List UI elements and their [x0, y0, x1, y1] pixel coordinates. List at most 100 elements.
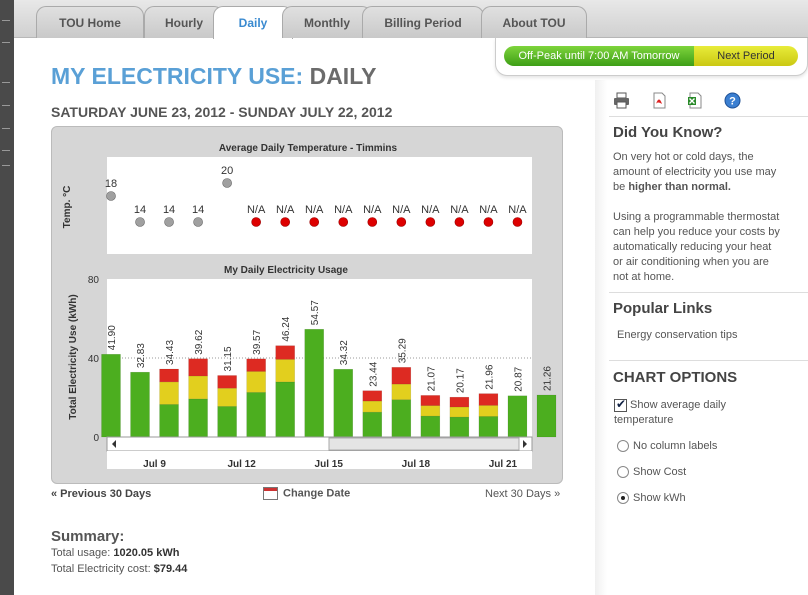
total-usage-label: Total usage: — [51, 547, 111, 559]
show-temperature-label: Show average daily temperature — [614, 399, 727, 426]
usage-bar-mid-peak — [275, 359, 295, 383]
usage-bar-label: 32.83 — [136, 343, 147, 368]
temp-point-label: N/A — [305, 204, 324, 216]
usage-x-tick-label: Jul 12 — [227, 459, 256, 470]
edge-tick — [2, 165, 10, 166]
calendar-icon — [263, 487, 278, 500]
tip-1-text: On very hot or cold days, the amount of … — [613, 151, 777, 193]
temp-point-na — [338, 217, 349, 227]
usage-bar-mid-peak — [159, 381, 179, 405]
usage-bar-mid-peak — [391, 383, 412, 400]
usage-bar-label: 35.29 — [397, 338, 408, 363]
chart-panel: Average Daily Temperature - Timmins Temp.… — [51, 126, 563, 484]
show-cost-option[interactable]: Show Cost — [617, 466, 686, 479]
print-icon[interactable] — [613, 92, 630, 109]
usage-bar-off-peak — [130, 371, 150, 438]
usage-bar-mid-peak — [478, 405, 499, 417]
show-temperature-checkbox[interactable] — [614, 397, 627, 412]
usage-chart: Average Daily Temperature - Timmins Temp.… — [62, 143, 557, 470]
temp-point-label: N/A — [247, 204, 266, 216]
no-labels-radio[interactable] — [617, 440, 629, 453]
usage-bar-on-peak — [391, 367, 412, 385]
usage-y-axis-label: Total Electricity Use (kWh) — [68, 294, 79, 419]
usage-bar-off-peak — [217, 406, 237, 438]
temp-point-label: 20 — [221, 165, 233, 177]
usage-bar-label: 54.57 — [310, 300, 321, 325]
tab-daily[interactable]: Daily — [213, 6, 293, 39]
show-kwh-label: Show kWh — [633, 492, 686, 504]
usage-bar-off-peak — [188, 398, 208, 438]
page-title: MY ELECTRICITY USE: DAILY — [51, 63, 376, 90]
edge-tick — [2, 105, 10, 106]
show-cost-radio[interactable] — [617, 466, 629, 479]
usage-x-axis-area — [107, 451, 532, 469]
temp-point-label: N/A — [421, 204, 440, 216]
next-30-days-link[interactable]: Next 30 Days » — [485, 488, 560, 500]
temp-point-label: 14 — [192, 204, 204, 216]
did-you-know-heading: Did You Know? — [613, 124, 723, 141]
tab-monthly[interactable]: Monthly — [282, 6, 372, 38]
edge-tick — [2, 82, 10, 83]
temp-point-label: 14 — [163, 204, 175, 216]
usage-bar-off-peak — [101, 353, 121, 438]
usage-chart-title: My Daily Electricity Usage — [224, 265, 348, 276]
previous-30-days-link[interactable]: « Previous 30 Days — [51, 488, 151, 500]
tab-tou-home[interactable]: TOU Home — [36, 6, 144, 38]
show-temperature-option[interactable]: Show average daily temperature — [614, 397, 764, 428]
usage-bar-off-peak — [478, 416, 499, 438]
left-edge-panel — [0, 0, 14, 595]
usage-bar-label: 39.62 — [194, 329, 205, 354]
temp-point-na — [483, 217, 494, 227]
usage-bar-label: 23.44 — [368, 361, 379, 386]
usage-bar-on-peak — [217, 375, 237, 389]
usage-bar-label: 20.87 — [513, 366, 524, 391]
usage-bar-mid-peak — [420, 405, 441, 417]
temp-point-label: 18 — [105, 178, 117, 190]
usage-bar-on-peak — [159, 368, 179, 383]
usage-bar-on-peak — [246, 358, 266, 372]
usage-bar-off-peak — [420, 415, 441, 438]
usage-bar-mid-peak — [246, 371, 266, 393]
pdf-icon[interactable] — [651, 92, 668, 109]
temp-point-label: N/A — [508, 204, 527, 216]
tab-about-tou[interactable]: About TOU — [481, 6, 587, 38]
tab-hourly[interactable]: Hourly — [144, 6, 224, 38]
usage-bar-off-peak — [275, 381, 295, 438]
current-period: Off-Peak until 7:00 AM Tomorrow — [504, 46, 694, 66]
sidebar-divider — [609, 116, 808, 117]
tab-label: TOU Home — [59, 16, 121, 30]
no-labels-label: No column labels — [633, 440, 718, 452]
tab-label: About TOU — [502, 16, 566, 30]
total-cost: Total Electricity cost: $79.44 — [51, 563, 187, 575]
tab-billing-period[interactable]: Billing Period — [362, 6, 484, 38]
no-column-labels-option[interactable]: No column labels — [617, 440, 718, 453]
temp-point-label: N/A — [450, 204, 469, 216]
page-title-view: DAILY — [309, 63, 377, 89]
usage-bar-on-peak — [188, 358, 208, 377]
temp-plot-area — [107, 157, 532, 254]
change-date-button[interactable]: Change Date — [263, 487, 350, 500]
edge-tick — [2, 20, 10, 21]
svg-text:?: ? — [729, 96, 736, 108]
show-kwh-option[interactable]: Show kWh — [617, 492, 686, 505]
edge-tick — [2, 128, 10, 129]
energy-conservation-tips-link[interactable]: Energy conservation tips — [617, 329, 738, 341]
tab-bar: TOU Home Hourly Daily Monthly Billing Pe… — [14, 0, 808, 39]
did-you-know-tip-1: On very hot or cold days, the amount of … — [613, 150, 783, 195]
scroll-left-icon — [112, 440, 116, 448]
chart-options-heading: CHART OPTIONS — [613, 369, 738, 386]
temp-y-axis-label: Temp. °C — [62, 186, 73, 229]
show-kwh-radio[interactable] — [617, 492, 629, 505]
help-icon[interactable]: ? — [724, 92, 741, 109]
popular-links-heading: Popular Links — [613, 300, 713, 317]
temp-point-label: N/A — [363, 204, 382, 216]
excel-icon[interactable] — [687, 92, 704, 109]
usage-bar-on-peak — [449, 396, 470, 408]
prev-link-label: « Previous 30 Days — [51, 488, 152, 500]
usage-bar-mid-peak — [217, 387, 237, 407]
usage-bar-label: 34.43 — [165, 340, 176, 365]
usage-bar-mid-peak — [449, 406, 470, 418]
usage-bar-off-peak — [159, 404, 179, 438]
usage-bar-off-peak — [362, 411, 383, 438]
temp-point-na — [280, 217, 290, 227]
